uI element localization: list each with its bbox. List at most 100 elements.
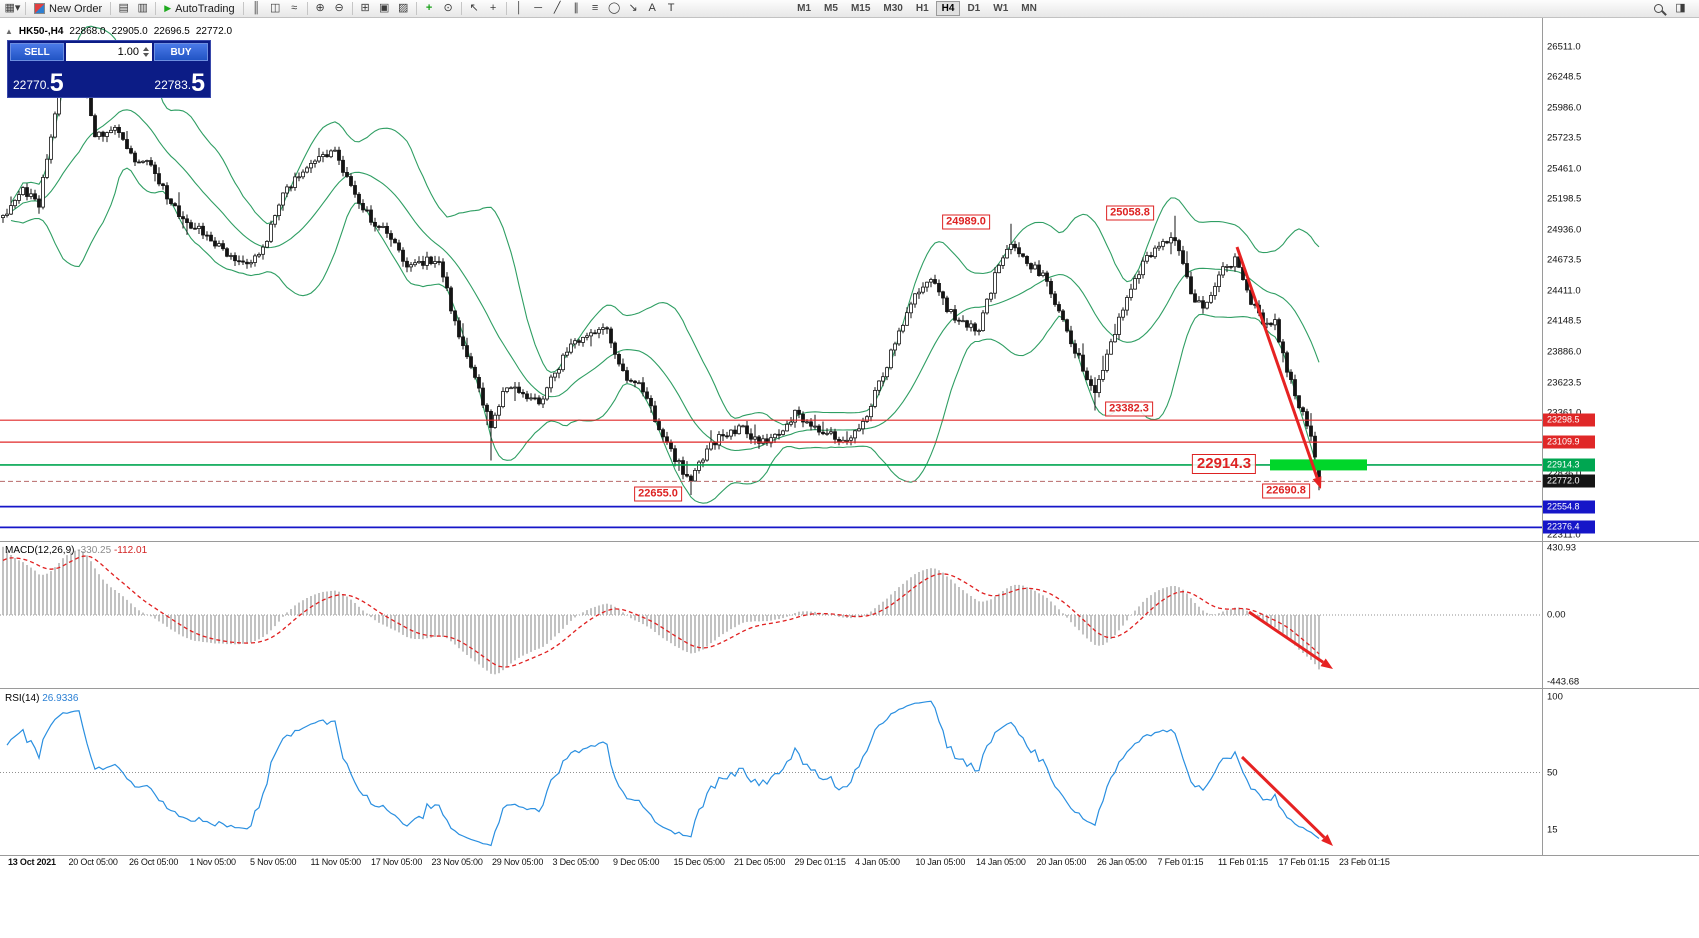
toolbar-separator: [25, 2, 26, 15]
time-axis-label: 21 Dec 05:00: [734, 857, 786, 867]
time-axis-label: 9 Dec 05:00: [613, 857, 660, 867]
macd-axis-label: 430.93: [1547, 542, 1577, 554]
timeframe-mn[interactable]: MN: [1021, 3, 1037, 14]
zoom-out-icon[interactable]: ⊖: [334, 2, 344, 14]
chart-windows-dropdown-icon[interactable]: ▦▾: [4, 2, 21, 14]
chart-panel-icon[interactable]: ◨: [1675, 2, 1686, 14]
price-axis-label: 23623.5: [1547, 377, 1582, 388]
time-axis-label: 3 Dec 05:00: [552, 857, 600, 867]
new-chart-icon[interactable]: ▣: [378, 2, 390, 14]
toolbar-separator: [242, 2, 244, 15]
price-axis-label: 24673.5: [1547, 254, 1582, 266]
toolbar: ▦▾ New Order ▤ ▥ ▶ AutoTrading ║ ◫ ≈ ⊕ ⊖…: [0, 0, 1699, 18]
line-chart-icon[interactable]: ≈: [291, 2, 298, 14]
timeframe-m1[interactable]: M1: [797, 3, 812, 14]
price-axis-label: 23886.0: [1547, 346, 1582, 358]
symbol-name: HK50-,H4: [18, 26, 64, 37]
time-axis-label: 7 Feb 01:15: [1157, 857, 1204, 867]
time-axis-label: 20 Jan 05:00: [1036, 857, 1087, 867]
price-annotation[interactable]: 22690.8: [1262, 483, 1310, 499]
timeframe-m5[interactable]: M5: [824, 3, 838, 14]
toolbar-separator: [155, 2, 157, 15]
one-click-trading-panel: SELL 1.00 BUY 22770. 5 22783. 5: [7, 40, 211, 98]
text-tool-icon[interactable]: A: [648, 2, 656, 14]
trendline-icon[interactable]: ╱: [553, 2, 561, 14]
volume-stepper[interactable]: [143, 47, 149, 57]
timeframe-m30[interactable]: M30: [883, 3, 903, 14]
price-annotation[interactable]: 24989.0: [942, 214, 990, 230]
buy-price[interactable]: 22783. 5: [154, 69, 205, 97]
price-axis-label: 25461.0: [1547, 163, 1582, 175]
toolbar-separator: [505, 2, 507, 15]
macd-pane-separator[interactable]: [0, 541, 1699, 542]
time-axis-label: 11 Feb 01:15: [1218, 857, 1268, 867]
horizontal-line-icon[interactable]: ─: [534, 2, 543, 14]
toolbar-separator: [351, 2, 353, 15]
vertical-line-icon[interactable]: │: [515, 2, 523, 14]
rsi-axis-label: 15: [1547, 824, 1558, 836]
time-axis-label: 10 Jan 05:00: [915, 857, 966, 867]
time-axis-separator: [0, 855, 1699, 856]
templates-icon[interactable]: ▨: [397, 2, 409, 14]
tile-windows-icon[interactable]: ⊞: [360, 2, 370, 14]
macd-value: -330.25: [77, 545, 112, 556]
timeframe-m15[interactable]: M15: [850, 3, 871, 14]
toolbar-separator: [460, 2, 462, 15]
sell-button[interactable]: SELL: [10, 43, 64, 61]
price-tag: 22376.4: [1543, 520, 1595, 534]
price-axis-label: 22836.0: [1547, 469, 1581, 480]
new-order-button[interactable]: New Order: [29, 1, 107, 16]
buy-button[interactable]: BUY: [154, 43, 208, 61]
time-axis-label: 29 Nov 05:00: [492, 857, 544, 867]
search-icon[interactable]: [1654, 4, 1663, 13]
time-axis-label: 17 Nov 05:00: [371, 857, 423, 867]
price-axis-label: 26511.0: [1547, 41, 1581, 53]
timeframe-h4[interactable]: H4: [936, 1, 960, 16]
one-click-collapse-icon[interactable]: ▲: [5, 27, 13, 36]
macd-signal-value: -112.01: [113, 545, 148, 556]
crosshair-icon[interactable]: +: [489, 2, 497, 14]
price-annotation[interactable]: 23382.3: [1105, 401, 1153, 417]
time-axis-label: 5 Nov 05:00: [250, 857, 297, 867]
ohlc-open: 22868.0: [69, 26, 106, 37]
time-axis-label: 11 Nov 05:00: [310, 857, 362, 867]
sell-price[interactable]: 22770. 5: [13, 69, 64, 97]
channel-icon[interactable]: ∥: [573, 2, 579, 14]
label-tool-icon[interactable]: T: [667, 2, 675, 14]
price-annotation[interactable]: 22914.3: [1191, 454, 1257, 474]
timeframe-h1[interactable]: H1: [915, 3, 929, 14]
price-annotation[interactable]: 25058.8: [1106, 205, 1154, 221]
fibonacci-icon[interactable]: ≡: [591, 2, 599, 14]
time-axis-label: 20 Oct 05:00: [68, 857, 118, 867]
shapes-icon[interactable]: ◯: [607, 2, 621, 14]
rsi-name: RSI(14): [5, 693, 40, 704]
periods-icon[interactable]: ⊙: [443, 2, 453, 14]
zoom-in-icon[interactable]: ⊕: [315, 2, 325, 14]
price-axis-label: 23361.0: [1547, 408, 1581, 419]
toolbar-right-group: ◨: [1652, 1, 1690, 16]
autotrading-button[interactable]: ▶ AutoTrading: [159, 1, 239, 16]
price-axis-label: 24411.0: [1547, 285, 1581, 297]
rsi-pane-separator[interactable]: [0, 688, 1699, 689]
bar-chart-icon[interactable]: ║: [252, 2, 261, 14]
price-tag: 22772.0: [1543, 474, 1595, 488]
cursor-icon[interactable]: ↖: [469, 2, 479, 14]
volume-input[interactable]: 1.00: [66, 43, 152, 61]
price-axis-label: 25723.5: [1547, 132, 1582, 144]
rsi-axis-label: 50: [1547, 767, 1558, 778]
ohlc-low: 22696.5: [153, 26, 190, 37]
price-annotation[interactable]: 22655.0: [634, 486, 682, 502]
indicators-add-icon[interactable]: +: [425, 2, 433, 14]
market-watch-icon[interactable]: ▤: [118, 2, 129, 14]
timeframe-w1[interactable]: W1: [993, 3, 1009, 14]
arrows-tool-icon[interactable]: ↘: [628, 2, 638, 14]
candlestick-chart-icon[interactable]: ◫: [269, 2, 281, 14]
timeframe-d1[interactable]: D1: [967, 3, 981, 14]
macd-axis-label: -443.68: [1547, 676, 1580, 688]
rsi-axis-label: 100: [1547, 691, 1563, 703]
price-axis-label: 25986.0: [1547, 102, 1582, 114]
toolbar-separator: [110, 2, 112, 15]
navigator-icon[interactable]: ▥: [137, 2, 148, 14]
